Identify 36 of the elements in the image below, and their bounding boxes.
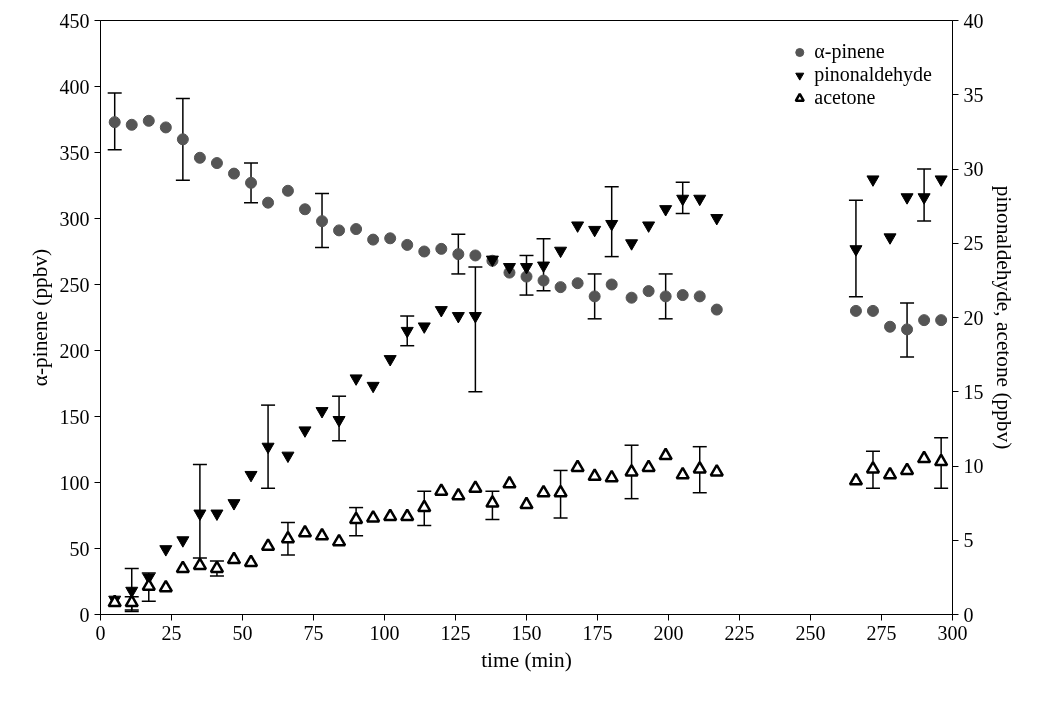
x-tick-label: 275 xyxy=(866,621,897,644)
y-tick-label: 0 xyxy=(79,603,90,626)
x-tick-label: 200 xyxy=(653,621,684,644)
x-tick-label: 150 xyxy=(511,621,542,644)
y-tick-label: 350 xyxy=(59,141,90,164)
y2-tick-label: 15 xyxy=(963,380,984,403)
legend-label: acetone xyxy=(814,86,876,109)
y-tick-label: 250 xyxy=(59,273,90,296)
x-tick-label: 0 xyxy=(95,621,106,644)
x-tick-label: 125 xyxy=(440,621,471,644)
y-tick-label: 100 xyxy=(59,471,90,494)
y2-tick-label: 10 xyxy=(963,455,984,477)
y2-tick-label: 35 xyxy=(963,83,984,106)
y-tick-label: 400 xyxy=(59,75,90,98)
y2-tick-label: 25 xyxy=(963,232,984,255)
y2-tick-label: 20 xyxy=(963,306,984,329)
x-tick-label: 25 xyxy=(161,621,182,644)
y2-tick-label: 30 xyxy=(963,158,984,180)
x-tick-label: 50 xyxy=(232,621,253,644)
y2-tick-label: 5 xyxy=(963,529,974,552)
x-tick-label: 250 xyxy=(795,621,826,644)
y-tick-label: 150 xyxy=(59,405,90,428)
x-axis-title: time (min) xyxy=(481,647,572,672)
y-axis-title: α-pinene (ppbv) xyxy=(27,248,52,387)
y-tick-label: 450 xyxy=(59,9,90,32)
x-tick-label: 225 xyxy=(724,621,755,644)
x-tick-label: 175 xyxy=(582,621,613,644)
y2-tick-label: 40 xyxy=(963,9,984,32)
x-tick-label: 100 xyxy=(369,621,400,644)
legend-label: α-pinene xyxy=(814,40,885,63)
y-tick-label: 50 xyxy=(69,537,90,560)
y-tick-label: 300 xyxy=(59,207,90,230)
y2-axis-title: pinonaldehyde, acetone (ppbv) xyxy=(991,185,1016,450)
x-tick-label: 75 xyxy=(303,621,324,644)
y-tick-label: 200 xyxy=(59,339,90,362)
legend-label: pinonaldehyde xyxy=(814,63,932,86)
